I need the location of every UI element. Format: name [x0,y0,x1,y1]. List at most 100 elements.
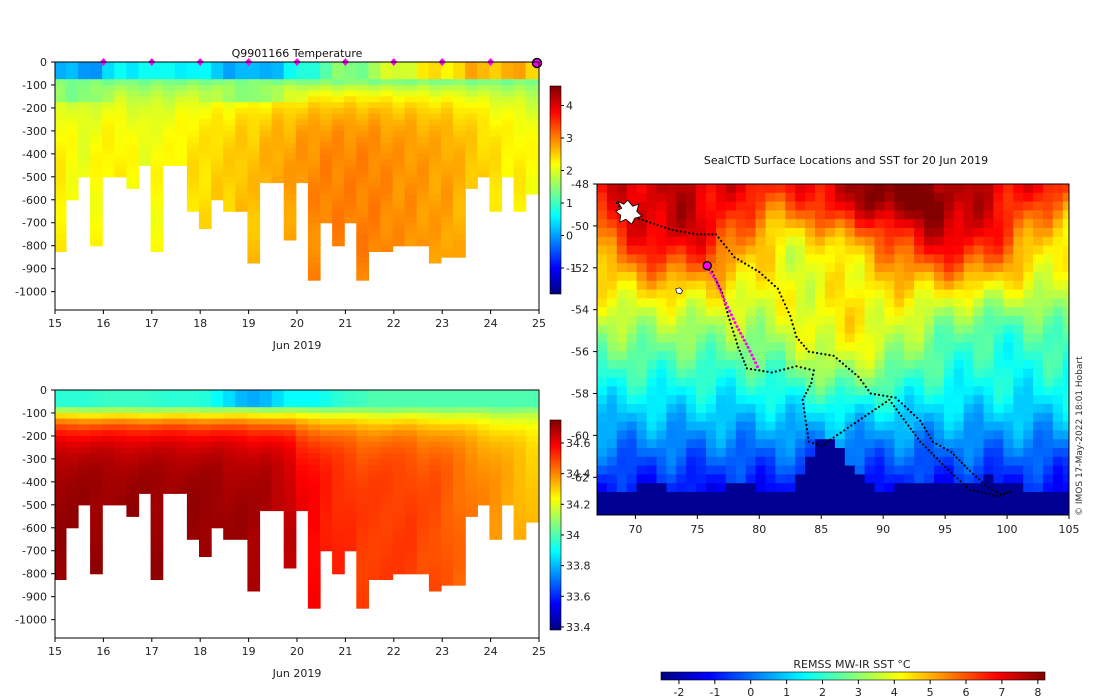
sst-cell [973,509,985,515]
section-cell [235,464,248,471]
section-cell [235,522,248,529]
sst-cell [646,228,658,238]
sst-cell [686,228,697,238]
latest-track-point [746,345,750,349]
section-cell [489,136,503,143]
sst-cell [1023,342,1034,352]
section-cell [307,62,321,69]
sst-cell [1062,236,1069,247]
sst-cell [874,333,885,343]
section-cell [344,533,357,540]
sst-cell [785,439,796,449]
section-cell [501,142,515,149]
section-cell [380,573,394,580]
sst-cell [636,360,648,370]
section-cell [295,401,309,408]
sst-cell [686,412,697,423]
sst-cell [597,289,608,299]
sst-cell [785,474,796,484]
section-cell [55,453,67,460]
section-cell [320,458,333,466]
section-cell [223,153,236,161]
section-cell [283,522,297,529]
track-point [683,231,687,234]
section-cell [320,430,333,437]
section-cell [525,171,539,178]
sst-cell [1033,228,1044,238]
section-cell [320,171,333,178]
section-cell [138,390,152,397]
section-cell [126,504,140,512]
sst-cell [924,448,935,458]
section-cell [78,136,91,143]
sst-cell [824,254,836,264]
section-cell [404,176,418,184]
sst-cell [834,272,846,282]
section-cell [55,510,67,517]
sst-cell [1023,456,1034,467]
section-cell [368,447,382,454]
sst-cell [666,298,677,308]
sst-cell [973,483,985,493]
sst-cell [1052,219,1064,229]
section-cell [465,85,478,92]
section-cell [223,418,236,425]
sst-colorbar [660,671,1046,681]
section-cell [477,79,490,86]
sst-cell [1033,430,1044,440]
section-cell [126,430,140,437]
sst-cell [924,500,935,511]
sst-cell [914,474,925,484]
section-cell [501,499,515,506]
sst-cell [854,333,866,343]
section-cell [380,401,394,408]
sst-cell [745,500,757,511]
section-cell [223,510,236,517]
sst-cell [1052,333,1064,343]
section-cell [126,182,140,189]
section-cell [380,188,394,195]
section-cell [102,430,115,437]
section-cell [513,522,527,529]
section-cell [428,119,442,126]
section-cell [465,73,478,80]
map-axes-box [596,183,1070,516]
sst-cell [795,289,806,299]
section-cell [392,182,406,189]
sst-cell [606,439,618,449]
sst-cell [953,236,965,247]
section-cell [78,62,91,69]
sst-cell [656,333,667,343]
sst-cell [785,492,796,502]
section-cell [223,499,236,506]
sst-cell [696,236,707,247]
section-cell [404,228,418,235]
sst-cell [934,316,945,326]
section-cell [416,458,430,466]
sst-cell [735,456,747,467]
sst-cell [1062,219,1069,229]
sst-cell [597,492,608,502]
section-cell [235,130,248,138]
sst-cell [884,342,895,352]
sst-cell [666,351,677,361]
section-cell [247,447,261,454]
section-cell [307,418,321,425]
track-point [884,401,888,404]
section-cell [525,413,539,420]
section-cell [392,67,406,74]
section-cell [428,211,442,218]
section-cell [150,107,164,115]
sst-cell [864,465,876,475]
section-cell [90,556,103,563]
section-cell [320,504,333,512]
sst-cell [606,254,618,264]
section-cell [513,165,527,172]
section-cell [307,199,321,207]
section-cell [489,510,503,517]
section-cell [441,481,454,489]
sst-cell [953,395,965,405]
section-cell [295,481,309,489]
section-cell [174,73,188,80]
sst-cell [1013,465,1024,475]
